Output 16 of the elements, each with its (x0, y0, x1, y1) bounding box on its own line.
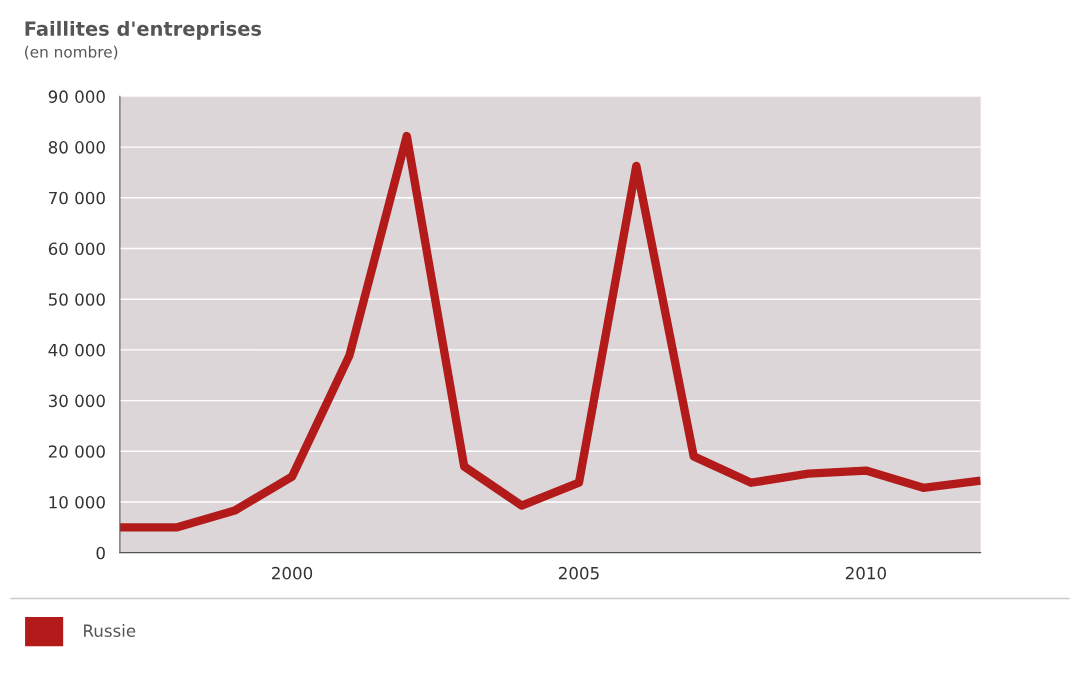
y-tick-label: 80 000 (48, 141, 105, 154)
x-tick-label: 2005 (558, 566, 599, 580)
chart-subtitle: (en nombre) (25, 45, 118, 60)
y-tick-label: 10 000 (49, 495, 105, 509)
y-tick-label: 20 000 (48, 445, 105, 458)
y-tick-label: 60 000 (48, 242, 105, 256)
legend-label: Russie (84, 624, 136, 638)
y-tick-label: 40 000 (48, 343, 105, 357)
y-tick-label: 0 (96, 546, 105, 560)
y-tick-label: 70 000 (49, 191, 105, 205)
y-tick-label: 90 000 (48, 90, 105, 103)
x-tick-label: 2010 (845, 566, 886, 580)
x-tick-label: 2000 (272, 566, 313, 580)
y-tick-label: 30 000 (48, 394, 105, 408)
chart-title: Faillites d'entreprises (25, 20, 262, 40)
y-tick-label: 50 000 (48, 293, 105, 306)
